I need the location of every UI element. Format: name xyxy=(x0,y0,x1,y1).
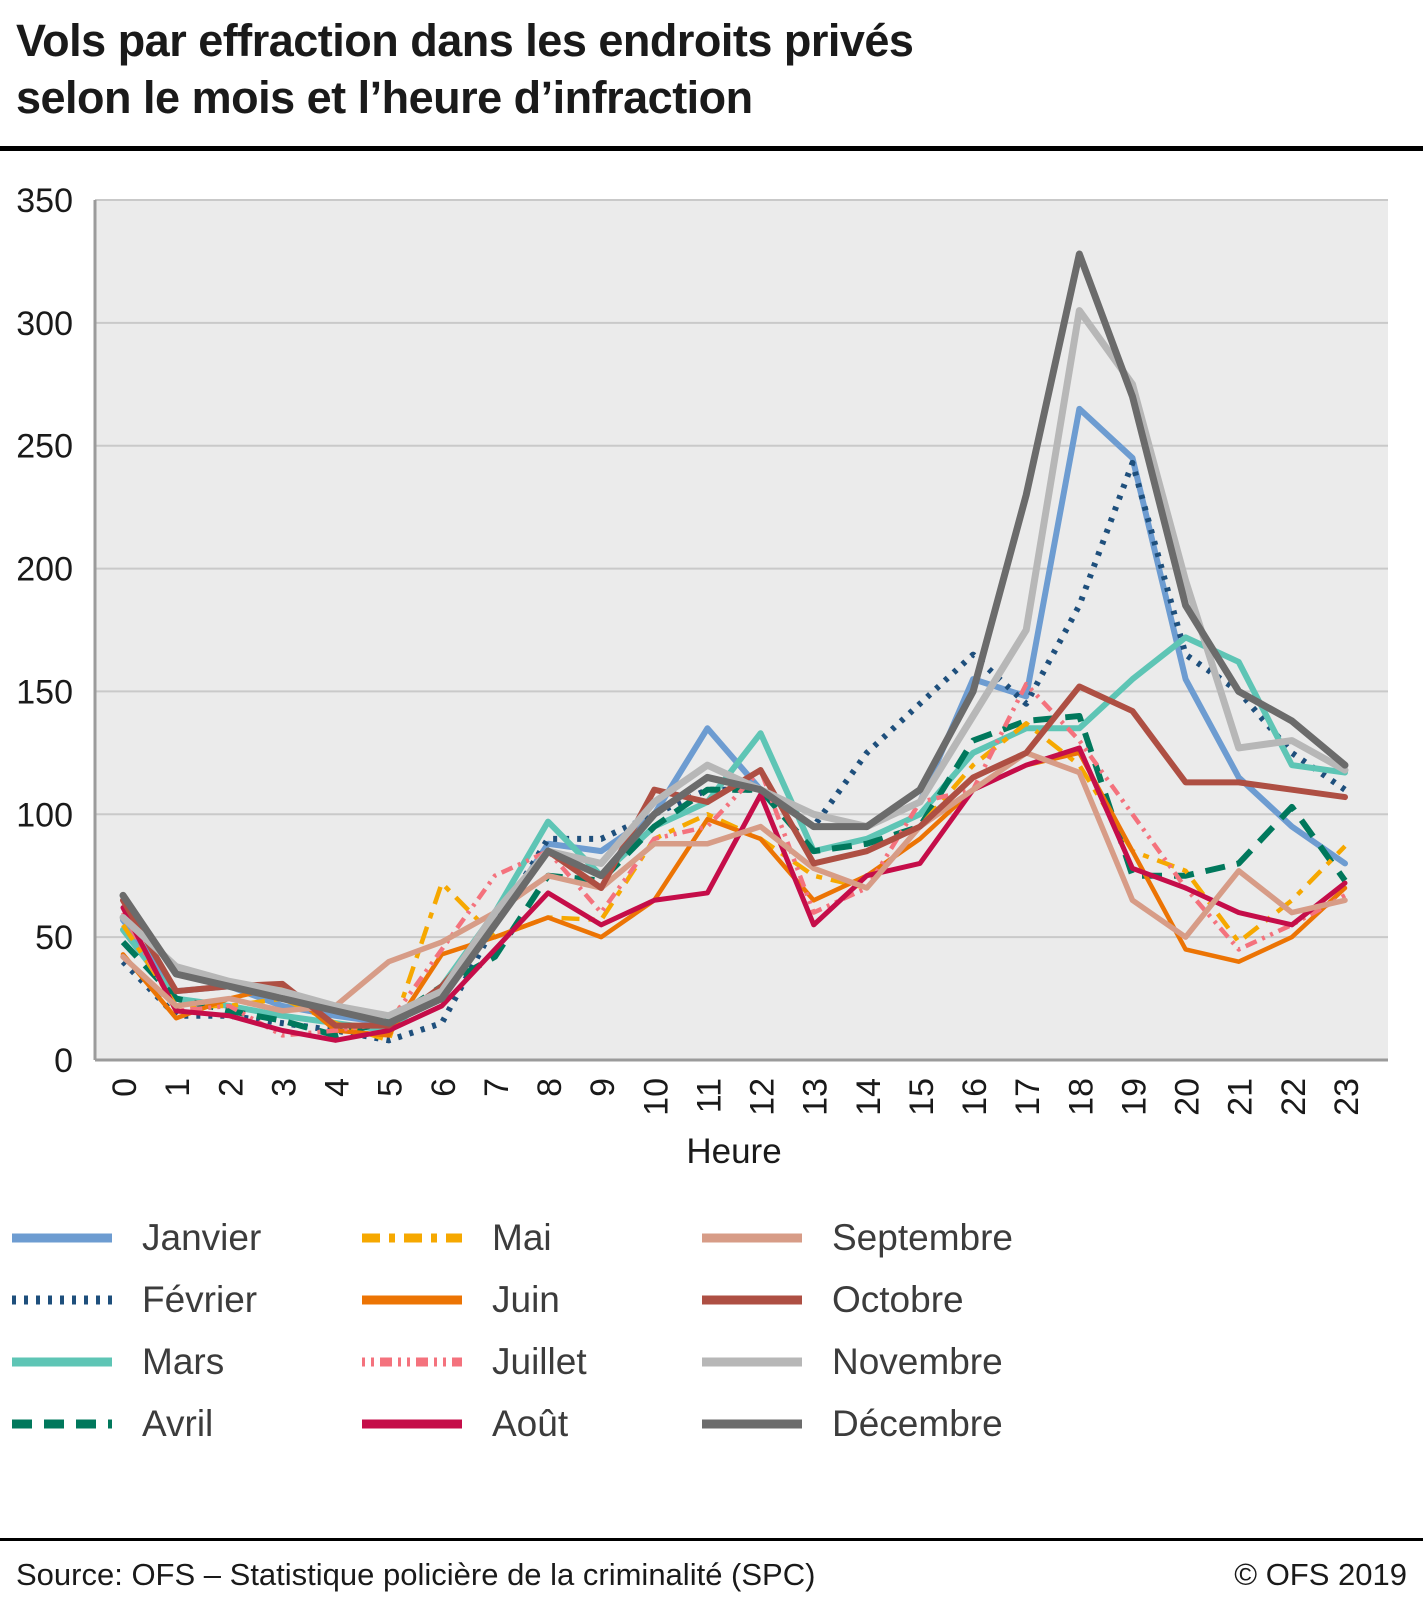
x-tick-label: 1 xyxy=(159,1078,197,1097)
legend-label: Avril xyxy=(142,1403,214,1445)
legend-swatch-mai xyxy=(362,1233,462,1243)
x-tick-label: 7 xyxy=(478,1078,516,1097)
x-tick-label: 2 xyxy=(212,1078,250,1097)
legend-label: Juin xyxy=(492,1279,560,1321)
series-line-juillet xyxy=(121,682,1347,1038)
legend-item-octobre: Octobre xyxy=(702,1279,1152,1321)
y-tick-label: 100 xyxy=(16,797,73,835)
y-tick-label: 200 xyxy=(16,551,73,589)
legend-item-decembre: Décembre xyxy=(702,1403,1152,1445)
legend-item-novembre: Novembre xyxy=(702,1341,1152,1383)
x-tick-label: 4 xyxy=(319,1078,357,1097)
x-tick-label: 19 xyxy=(1115,1078,1153,1116)
x-tick-label: 8 xyxy=(531,1078,569,1097)
y-tick-label: 250 xyxy=(16,428,73,466)
y-tick-label: 50 xyxy=(35,919,73,957)
y-tick-label: 350 xyxy=(16,182,73,220)
chart-legend: Janvier Février Mars Avril Mai Juin Juillet Aoû… xyxy=(12,1207,1423,1455)
legend-label: Février xyxy=(142,1279,258,1321)
legend-swatch-avril xyxy=(12,1419,112,1429)
x-tick-label: 14 xyxy=(850,1078,888,1116)
legend-swatch-juillet xyxy=(362,1357,462,1367)
series-line-aout xyxy=(120,745,1348,1044)
y-tick-label: 150 xyxy=(16,674,73,712)
x-tick-label: 20 xyxy=(1169,1078,1207,1116)
chart-footer: Source: OFS – Statistique policière de l… xyxy=(0,1538,1423,1619)
copyright-text: © OFS 2019 xyxy=(1234,1557,1407,1592)
legend-item-juin: Juin xyxy=(362,1279,702,1321)
legend-item-janvier: Janvier xyxy=(12,1217,362,1259)
x-tick-label: 17 xyxy=(1009,1078,1047,1116)
legend-swatch-octobre xyxy=(702,1295,802,1305)
legend-label: Août xyxy=(492,1403,569,1445)
x-tick-label: 5 xyxy=(372,1078,410,1097)
legend-label: Décembre xyxy=(832,1403,1003,1445)
x-tick-label: 10 xyxy=(637,1078,675,1116)
legend-swatch-janvier xyxy=(12,1233,112,1243)
legend-item-mai: Mai xyxy=(362,1217,702,1259)
legend-item-septembre: Septembre xyxy=(702,1217,1152,1259)
x-tick-label: 23 xyxy=(1328,1078,1366,1116)
title-line-1: Vols par effraction dans les endroits pr… xyxy=(16,15,914,66)
legend-item-avril: Avril xyxy=(12,1403,362,1445)
chart-header: Vols par effraction dans les endroits pr… xyxy=(0,0,1423,126)
legend-swatch-juin xyxy=(362,1295,462,1305)
legend-swatch-mars xyxy=(12,1357,112,1367)
legend-label: Octobre xyxy=(832,1279,964,1321)
x-tick-label: 9 xyxy=(584,1078,622,1097)
x-tick-label: 22 xyxy=(1275,1078,1313,1116)
series-line-juin xyxy=(120,750,1348,1038)
legend-swatch-aout xyxy=(362,1419,462,1429)
series-line-novembre xyxy=(119,307,1349,1020)
title-line-2: selon le mois et l’heure d’infraction xyxy=(16,72,753,124)
legend-swatch-novembre xyxy=(702,1357,802,1367)
x-tick-label: 13 xyxy=(797,1078,835,1116)
legend-label: Septembre xyxy=(832,1217,1013,1259)
x-tick-label: 11 xyxy=(690,1078,728,1113)
legend-label: Mai xyxy=(492,1217,552,1259)
legend-item-juillet: Juillet xyxy=(362,1341,702,1383)
legend-item-mars: Mars xyxy=(12,1341,362,1383)
x-tick-label: 0 xyxy=(106,1078,144,1097)
page-title: Vols par effraction dans les endroits pr… xyxy=(16,12,1407,126)
x-tick-label: 12 xyxy=(744,1078,782,1116)
legend-label: Janvier xyxy=(142,1217,262,1259)
legend-label: Mars xyxy=(142,1341,225,1383)
series-line-janvier xyxy=(120,406,1348,1027)
source-text: Source: OFS – Statistique policière de l… xyxy=(16,1557,816,1592)
y-tick-label: 300 xyxy=(16,305,73,343)
legend-swatch-septembre xyxy=(702,1233,802,1243)
chart-area: 0 50 100 150 200 250 300 350 0 1 2 3 4 5 6 7 8 9 10 11 12 13 1… xyxy=(0,155,1423,1455)
y-tick-label: 0 xyxy=(54,1042,73,1080)
x-tick-label: 15 xyxy=(903,1078,941,1116)
x-axis-title: Heure xyxy=(686,1132,781,1171)
x-tick-label: 18 xyxy=(1062,1078,1100,1116)
title-divider xyxy=(0,146,1423,152)
legend-swatch-decembre xyxy=(702,1419,802,1429)
legend-label: Juillet xyxy=(492,1341,587,1383)
x-tick-label: 21 xyxy=(1222,1078,1260,1116)
legend-item-aout: Août xyxy=(362,1403,702,1445)
legend-swatch-fevrier xyxy=(12,1295,112,1305)
x-tick-label: 16 xyxy=(956,1078,994,1116)
x-tick-label: 6 xyxy=(425,1078,463,1097)
legend-item-fevrier: Février xyxy=(12,1279,362,1321)
series-line-decembre xyxy=(119,250,1349,1027)
legend-label: Novembre xyxy=(832,1341,1003,1383)
x-tick-label: 3 xyxy=(265,1078,303,1097)
